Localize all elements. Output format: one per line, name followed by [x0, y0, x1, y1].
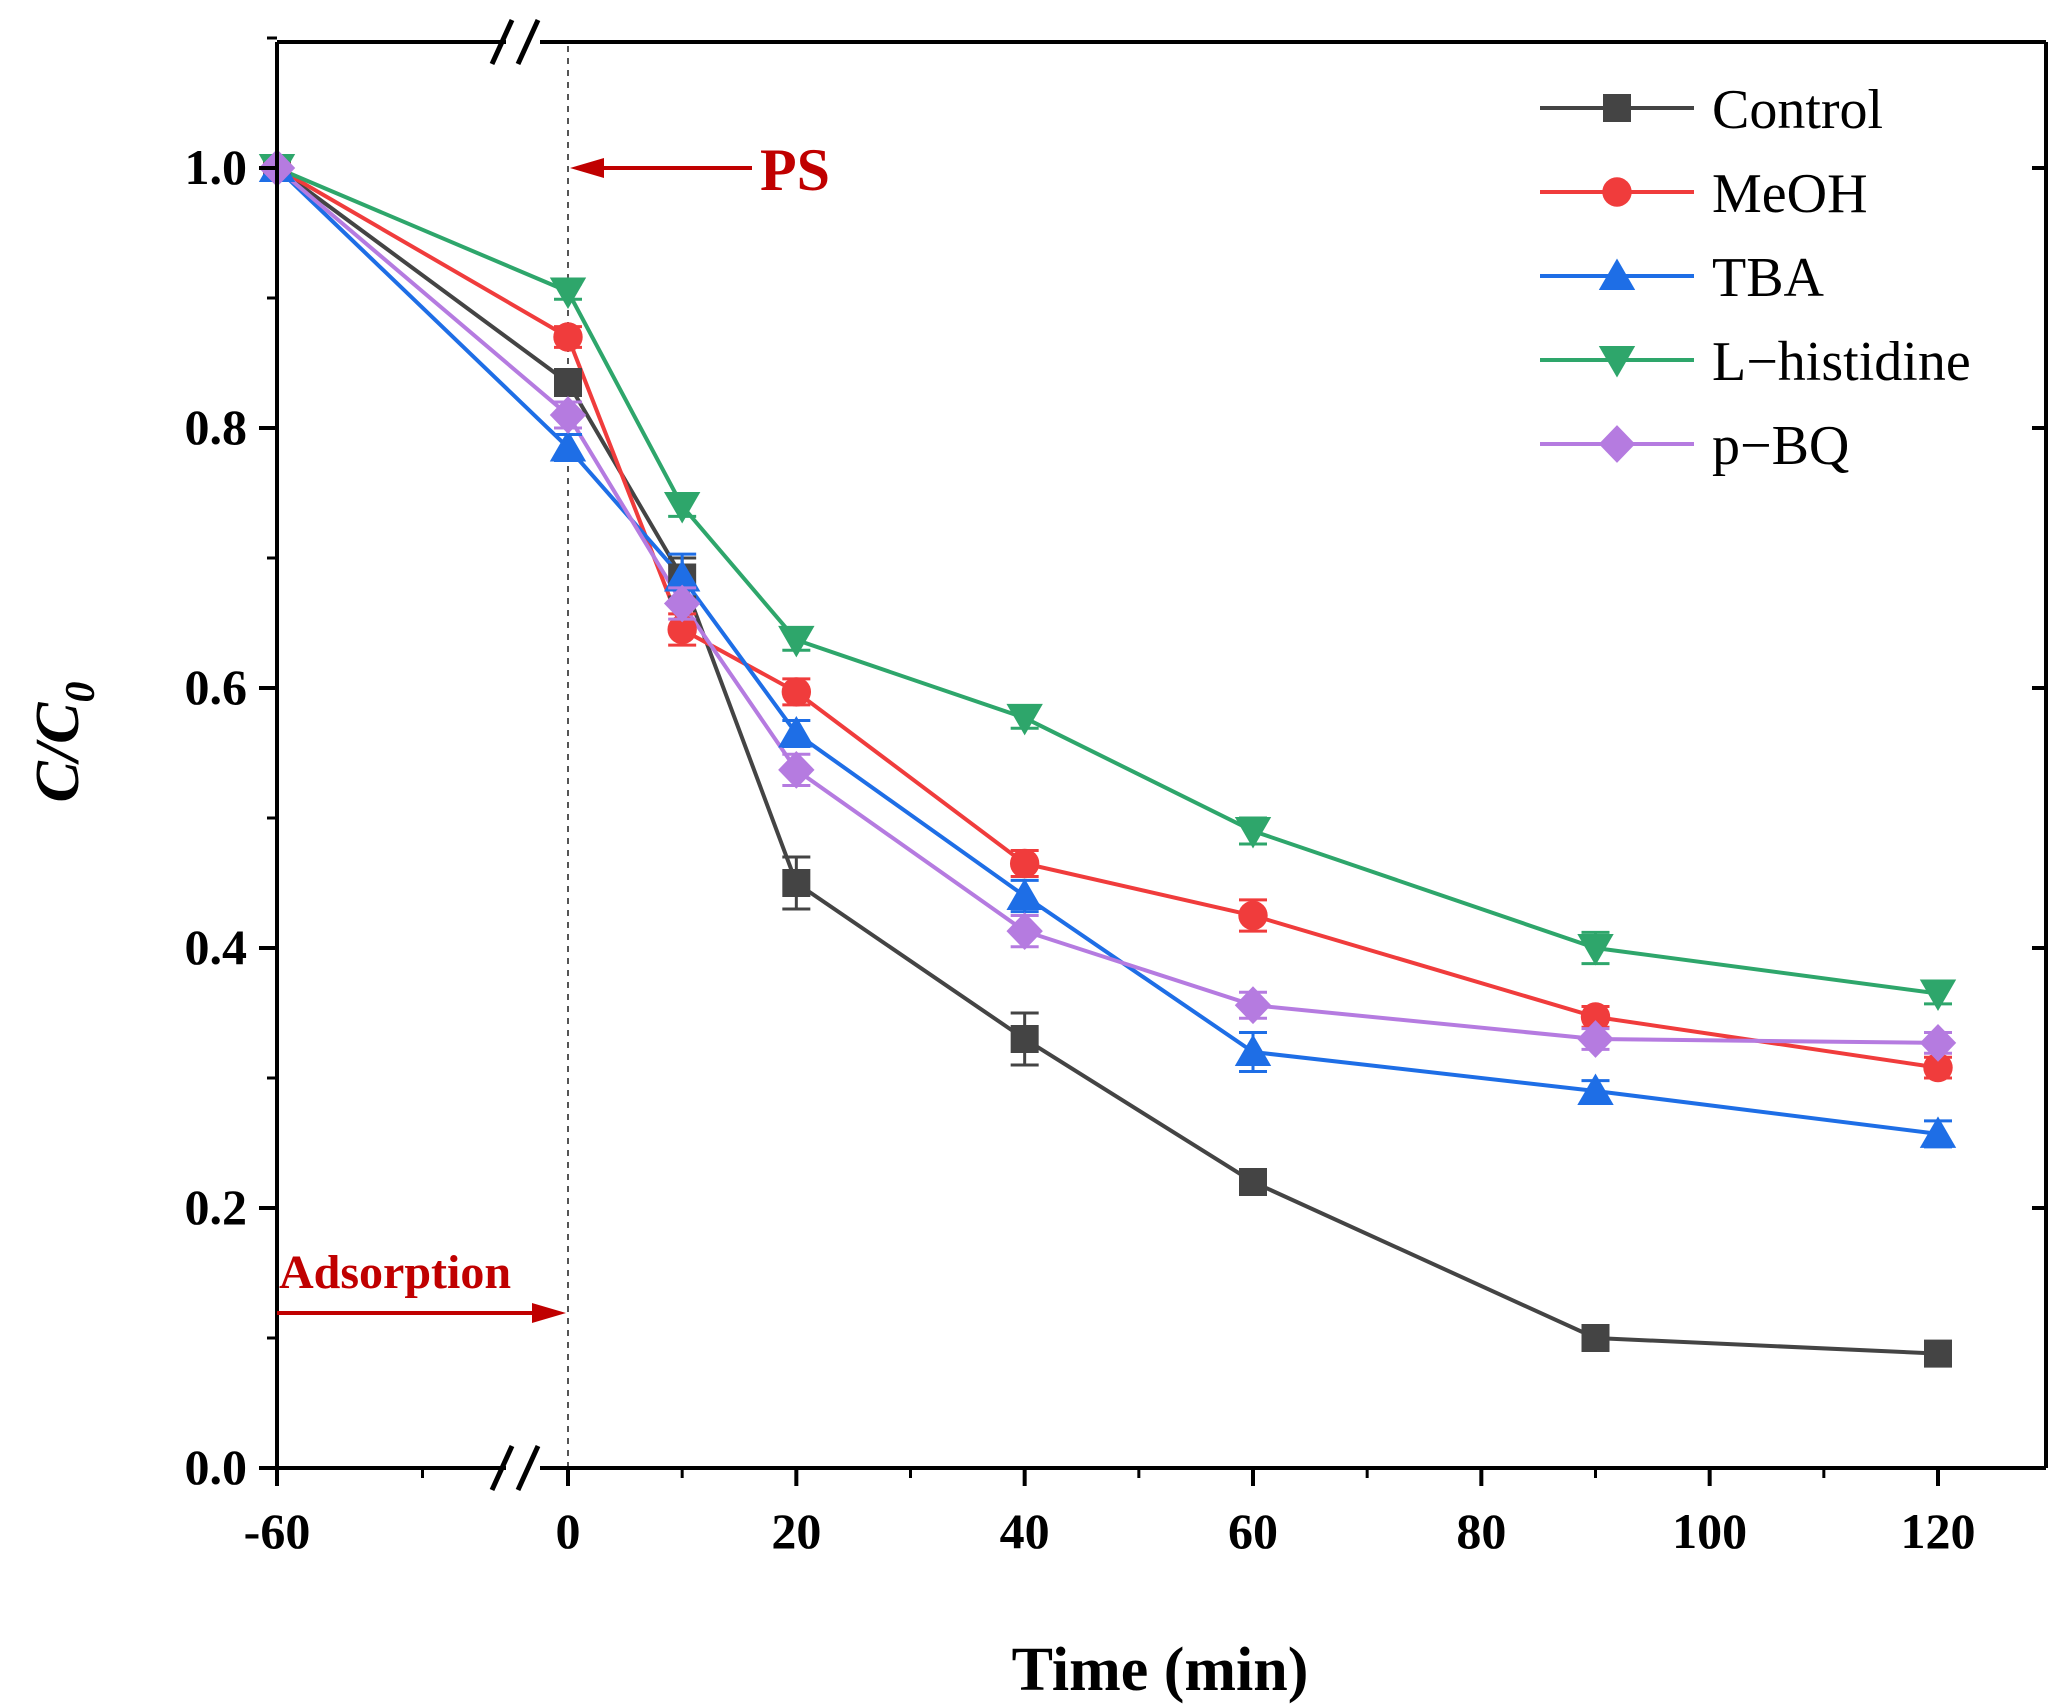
data-point-2-6 — [1577, 1073, 1614, 1105]
x-tick-label-4: 60 — [1228, 1503, 1278, 1559]
legend-marker-4 — [1598, 425, 1636, 463]
data-point-1-7 — [1923, 1052, 1953, 1083]
data-point-3-4 — [1006, 703, 1043, 736]
data-point-1-3 — [781, 677, 812, 707]
adsorption-arrow-head — [532, 1303, 566, 1323]
y-tick-label-1: 0.2 — [185, 1179, 248, 1235]
data-point-0-1 — [554, 368, 582, 397]
x-tick-label-5: 80 — [1456, 1503, 1506, 1559]
x-tick-label-1: 0 — [556, 1503, 581, 1559]
data-point-0-7 — [1924, 1339, 1952, 1368]
axis-break-mark-a-1 — [489, 18, 515, 66]
data-point-3-2 — [663, 492, 701, 524]
data-point-1-4 — [1009, 848, 1040, 879]
ps-label: PS — [760, 137, 830, 203]
x-axis-title: Time (min) — [1012, 1636, 1309, 1704]
data-point-3-7 — [1919, 979, 1957, 1011]
series-line-0 — [275, 166, 1939, 1356]
data-point-4-2 — [663, 584, 701, 623]
axes-frame — [275, 18, 2048, 1492]
data-point-2-4 — [1006, 878, 1043, 910]
legend-marker-2 — [1598, 258, 1636, 290]
data-point-2-2 — [663, 560, 701, 592]
x-tick-label-6: 100 — [1672, 1503, 1747, 1559]
legend-label-1: MeOH — [1712, 163, 1868, 225]
x-tick-label-2: 20 — [771, 1503, 821, 1559]
series-line-2 — [275, 166, 1939, 1136]
legend-label-2: TBA — [1712, 247, 1825, 309]
y-axis-title-sub: 0 — [58, 682, 104, 703]
series-line-4 — [275, 166, 1939, 1045]
data-point-4-1 — [549, 396, 587, 434]
legend-label-3: L−histidine — [1712, 331, 1971, 393]
y-tick-label-3: 0.6 — [185, 659, 248, 715]
axis-break-mark-b-1 — [515, 18, 541, 66]
legend: Control MeOH TBA L−histidine p−BQ — [1540, 79, 1971, 477]
adsorption-label: Adsorption — [279, 1246, 511, 1299]
y-tick-label-2: 0.4 — [185, 919, 248, 975]
data-point-3-5 — [1234, 817, 1272, 849]
break-gap-1 — [524, 568, 546, 708]
data-point-3-3 — [778, 625, 815, 658]
axis-break-mark-a-0 — [489, 1444, 515, 1492]
axis-ticks: 0.0 0.2 0.4 0.6 0.8 1.0 -60 0 20 40 60 80 100 120 — [185, 36, 2046, 1559]
data-markers — [258, 149, 1957, 1368]
data-point-4-4 — [1006, 912, 1043, 950]
legend-label-4: p−BQ — [1712, 415, 1849, 477]
break-gap-0 — [510, 568, 532, 708]
data-point-1-1 — [553, 322, 583, 352]
data-point-0-6 — [1581, 1324, 1610, 1352]
data-point-2-3 — [778, 716, 815, 748]
data-point-0-4 — [1010, 1025, 1039, 1053]
series-line-3 — [276, 166, 1939, 996]
data-point-1-6 — [1580, 1002, 1611, 1032]
y-tick-label-4: 0.8 — [185, 399, 248, 455]
data-point-0-3 — [782, 869, 811, 897]
annotations: PS Adsorption — [277, 137, 830, 1323]
y-axis-title-main: C/C — [24, 702, 92, 803]
data-point-4-7 — [1919, 1024, 1957, 1062]
x-tick-label-7: 120 — [1901, 1503, 1976, 1559]
legend-label-0: Control — [1712, 79, 1883, 141]
data-point-2-1 — [549, 430, 587, 462]
data-point-3-6 — [1577, 934, 1614, 966]
data-point-4-6 — [1577, 1020, 1614, 1058]
legend-marker-3 — [1598, 346, 1636, 378]
x-tick-label-3: 40 — [1000, 1503, 1050, 1559]
data-point-2-5 — [1234, 1034, 1272, 1066]
y-tick-label-5: 1.0 — [185, 139, 248, 195]
series-line-1 — [275, 166, 1939, 1070]
data-point-0-5 — [1239, 1168, 1267, 1196]
y-tick-label-0: 0.0 — [185, 1439, 248, 1495]
legend-marker-1 — [1602, 177, 1632, 207]
plot-area — [275, 46, 1939, 1468]
legend-marker-0 — [1603, 94, 1631, 122]
x-tick-label-0: -60 — [244, 1503, 311, 1559]
data-point-1-2 — [667, 614, 697, 645]
ps-arrow-head — [570, 158, 604, 178]
data-point-1-5 — [1238, 900, 1268, 931]
data-point-4-3 — [778, 751, 815, 789]
data-point-3-1 — [549, 277, 587, 309]
data-point-2-7 — [1919, 1116, 1957, 1148]
data-point-4-5 — [1234, 986, 1272, 1025]
axis-break-mark-b-0 — [515, 1444, 541, 1492]
y-axis-title: C/C0 — [24, 682, 104, 803]
